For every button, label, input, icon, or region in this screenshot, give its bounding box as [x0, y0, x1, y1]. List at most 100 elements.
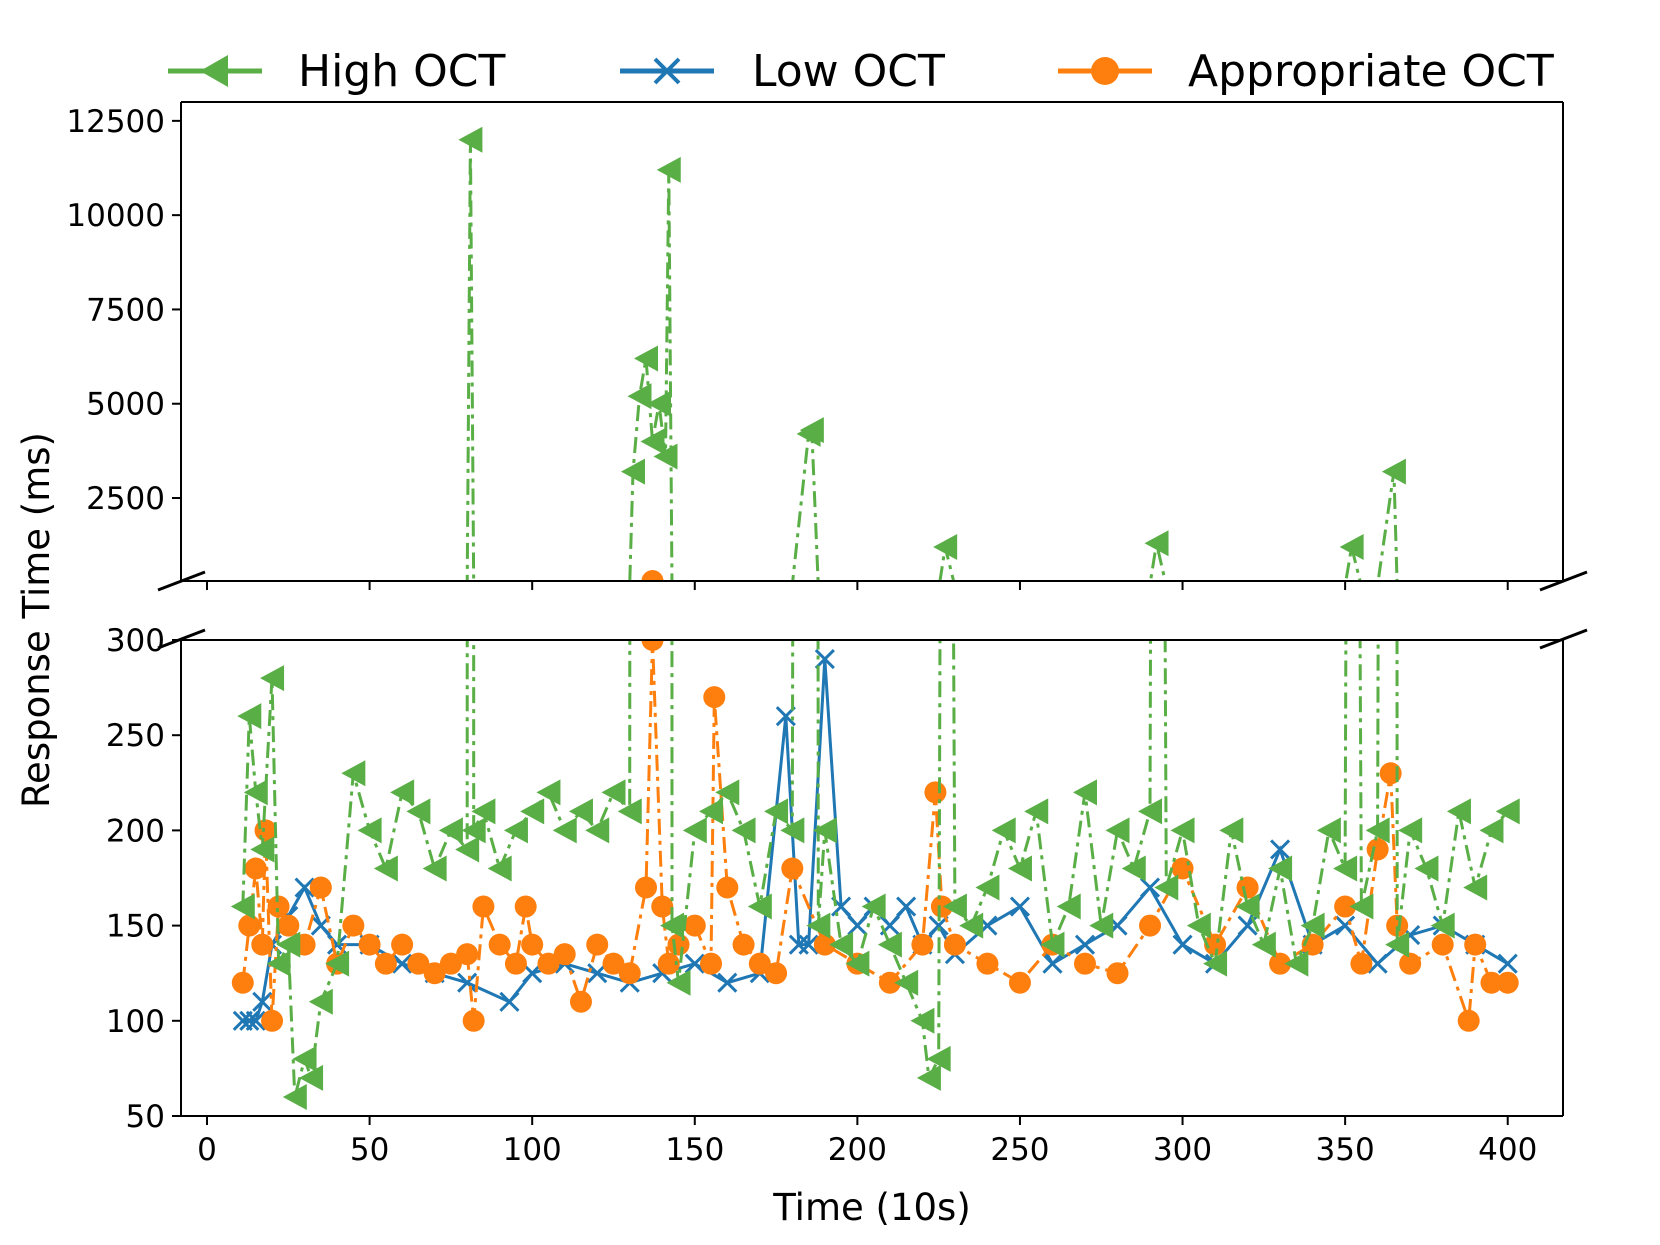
data-point-high-oct-upper — [653, 443, 678, 470]
data-point-high-oct-upper — [1144, 530, 1169, 557]
data-point-appropriate-oct-lower — [504, 952, 527, 975]
data-point-high-oct-lower — [926, 1045, 951, 1072]
y-tick-label-lower: 100 — [106, 1004, 165, 1040]
data-point-high-oct-lower — [910, 1007, 935, 1034]
data-point-high-oct-lower — [1495, 798, 1520, 825]
y-tick-label-lower: 200 — [106, 813, 165, 849]
data-point-high-oct-lower — [942, 893, 967, 920]
series-line-low-oct-upper — [785, 579, 829, 581]
data-point-appropriate-oct-lower — [1457, 1009, 1480, 1032]
data-point-appropriate-oct-lower — [1269, 952, 1292, 975]
data-point-high-oct-lower — [1251, 931, 1276, 958]
x-axis: 0 50 100 150 200 250 300 350 400 — [197, 1132, 1537, 1168]
data-point-high-oct-lower — [682, 817, 707, 844]
legend-item-low-oct: Low OCT — [620, 46, 945, 97]
data-point-high-oct-lower — [601, 779, 626, 806]
x-tick-label: 400 — [1478, 1132, 1537, 1168]
data-point-appropriate-oct-lower — [1008, 971, 1031, 994]
legend-marker-high-oct — [200, 55, 228, 87]
data-point-high-oct-lower — [341, 760, 366, 787]
data-point-high-oct-lower — [461, 817, 486, 844]
x-tick-label: 350 — [1316, 1132, 1375, 1168]
data-point-high-oct-lower — [877, 931, 902, 958]
data-point-appropriate-oct-lower — [1431, 933, 1454, 956]
data-point-high-oct-lower — [764, 798, 789, 825]
data-point-high-oct-lower — [1089, 912, 1114, 939]
data-point-high-oct-lower — [455, 836, 480, 863]
data-point-appropriate-oct-lower — [472, 895, 495, 918]
data-point-appropriate-oct-lower — [309, 876, 332, 899]
data-point-appropriate-oct-lower — [231, 971, 254, 994]
legend-marker-low-oct — [653, 57, 681, 85]
data-point-high-oct-lower — [1154, 874, 1179, 901]
data-point-high-oct-lower — [1219, 817, 1244, 844]
data-point-appropriate-oct-lower — [1366, 838, 1389, 861]
data-point-low-oct-lower — [814, 648, 835, 670]
data-point-high-oct-lower — [1186, 912, 1211, 939]
y-tick-label-lower: 250 — [106, 718, 165, 754]
data-point-appropriate-oct-lower — [374, 952, 397, 975]
data-point-low-oct-lower — [1139, 877, 1161, 898]
data-point-high-oct-lower — [1284, 950, 1309, 977]
y-tick-label-upper: 10000 — [66, 198, 165, 234]
data-point-appropriate-oct-lower — [1236, 876, 1259, 899]
data-point-appropriate-oct-lower — [651, 895, 674, 918]
data-point-appropriate-oct-lower — [878, 971, 901, 994]
data-point-low-oct-lower — [1367, 953, 1388, 974]
data-point-high-oct-lower — [552, 817, 577, 844]
data-point-high-oct-upper — [627, 383, 652, 410]
data-point-high-oct-lower — [747, 893, 772, 920]
x-tick-label: 200 — [828, 1132, 887, 1168]
data-point-high-oct-lower — [1300, 912, 1325, 939]
data-point-appropriate-oct-lower — [943, 933, 966, 956]
data-point-appropriate-oct-lower — [667, 933, 690, 956]
data-point-appropriate-oct-lower — [813, 933, 836, 956]
data-point-appropriate-oct-lower — [703, 686, 726, 709]
lower-panel: 50 100 150 200 250 300 — [106, 623, 1564, 1135]
data-point-high-oct-lower — [503, 817, 528, 844]
data-point-high-oct-lower — [1430, 912, 1455, 939]
data-point-high-oct-lower — [715, 779, 740, 806]
data-point-appropriate-oct-lower — [514, 895, 537, 918]
data-point-appropriate-oct-lower — [251, 933, 274, 956]
data-point-low-oct-lower — [1270, 839, 1291, 860]
data-point-high-oct-upper — [640, 428, 665, 455]
series-markers-appropriate-oct-lower — [231, 640, 1519, 1032]
data-point-appropriate-oct-lower — [358, 933, 381, 956]
legend-marker-appropriate-oct — [1091, 57, 1119, 85]
data-point-low-oct-lower — [252, 991, 273, 1012]
break-mark-bottom-left — [157, 628, 206, 650]
data-point-appropriate-oct-lower — [1399, 952, 1422, 975]
data-point-high-oct-upper — [647, 390, 672, 417]
data-point-high-oct-lower — [1333, 855, 1358, 882]
data-point-appropriate-oct-lower — [423, 962, 446, 985]
data-point-appropriate-oct-lower — [1350, 952, 1373, 975]
data-point-high-oct-lower — [1268, 855, 1293, 882]
data-point-appropriate-oct-lower — [267, 895, 290, 918]
data-point-appropriate-oct-lower — [748, 952, 771, 975]
data-point-low-oct-lower — [798, 934, 819, 955]
data-point-low-oct-lower — [392, 953, 413, 974]
data-point-low-oct-lower — [717, 972, 738, 993]
legend-label-low-oct: Low OCT — [752, 46, 945, 97]
data-point-high-oct-lower — [1056, 893, 1081, 920]
data-point-high-oct-lower — [1072, 779, 1097, 806]
lower-plot-area — [230, 640, 1520, 1110]
upper-axes: 2500 5000 7500 10000 12500 — [66, 101, 1564, 590]
data-point-high-oct-lower — [1121, 855, 1146, 882]
y-tick-label-lower: 50 — [126, 1099, 165, 1135]
data-point-high-oct-upper — [799, 417, 824, 444]
data-point-appropriate-oct-lower — [1106, 962, 1129, 985]
data-point-high-oct-upper — [1381, 458, 1406, 485]
data-point-appropriate-oct-lower — [716, 876, 739, 899]
data-point-high-oct-lower — [1349, 893, 1374, 920]
data-point-high-oct-lower — [487, 855, 512, 882]
data-point-appropriate-oct-lower — [1204, 933, 1227, 956]
lower-axes: 50 100 150 200 250 300 — [106, 623, 1564, 1135]
break-mark-top-right — [1539, 570, 1588, 592]
data-point-appropriate-oct-lower — [683, 914, 706, 937]
data-point-high-oct-lower — [1040, 931, 1065, 958]
data-point-appropriate-oct-lower — [1073, 952, 1096, 975]
data-point-high-oct-lower — [916, 1064, 941, 1091]
